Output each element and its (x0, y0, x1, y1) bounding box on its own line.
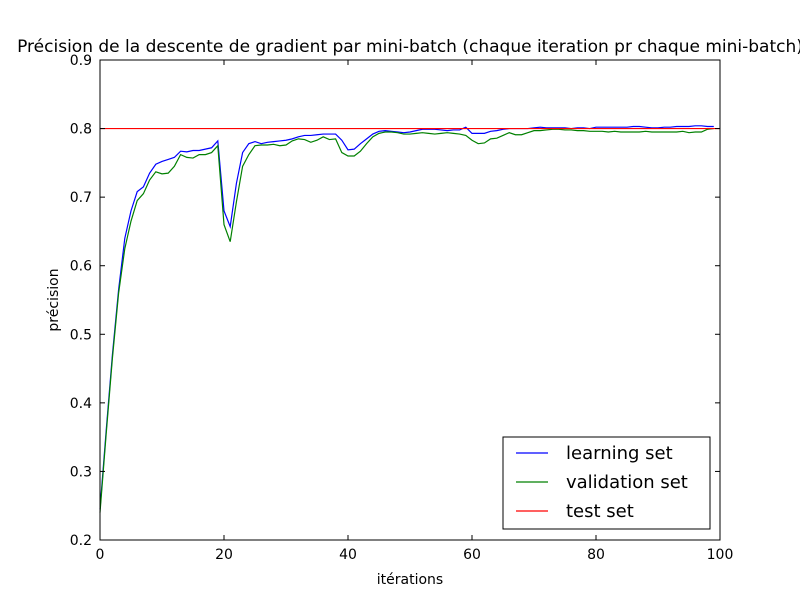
series-line-learning-set (99, 125, 714, 510)
legend-box (502, 436, 711, 530)
series-line-validation-set (99, 127, 714, 513)
y-tick-label: 0.4 (70, 396, 92, 412)
y-tick-label: 0.8 (70, 122, 92, 138)
plot-frame (99, 59, 721, 541)
legend-label-test-set: test set (566, 501, 634, 522)
series-layer (99, 125, 720, 513)
x-tick-label: 40 (339, 547, 357, 563)
x-tick-label: 60 (463, 547, 481, 563)
y-tick-label: 0.6 (70, 259, 92, 275)
legend: learning set validation set test set (502, 436, 711, 530)
y-tick-label: 0.3 (70, 464, 92, 480)
x-tick-label: 100 (707, 547, 734, 563)
y-tick-label: 0.2 (70, 533, 92, 549)
y-axis-label: précision (46, 268, 62, 331)
legend-label-validation-set: validation set (566, 472, 688, 493)
y-tick-label: 0.5 (70, 327, 92, 343)
chart-title: Précision de la descente de gradient par… (17, 37, 800, 57)
x-tick-label: 80 (587, 547, 605, 563)
x-tick-label: 20 (215, 547, 233, 563)
legend-label-learning-set: learning set (566, 443, 673, 464)
x-tick-label: 0 (96, 547, 105, 563)
y-tick-label: 0.7 (70, 190, 92, 206)
x-axis-label: itérations (377, 572, 443, 588)
ticks-layer: 0 20 40 60 80 100 0.2 0.3 0.4 0.5 0.6 0.7 0.8 0.9 (70, 53, 734, 563)
y-tick-label: 0.9 (70, 53, 92, 69)
